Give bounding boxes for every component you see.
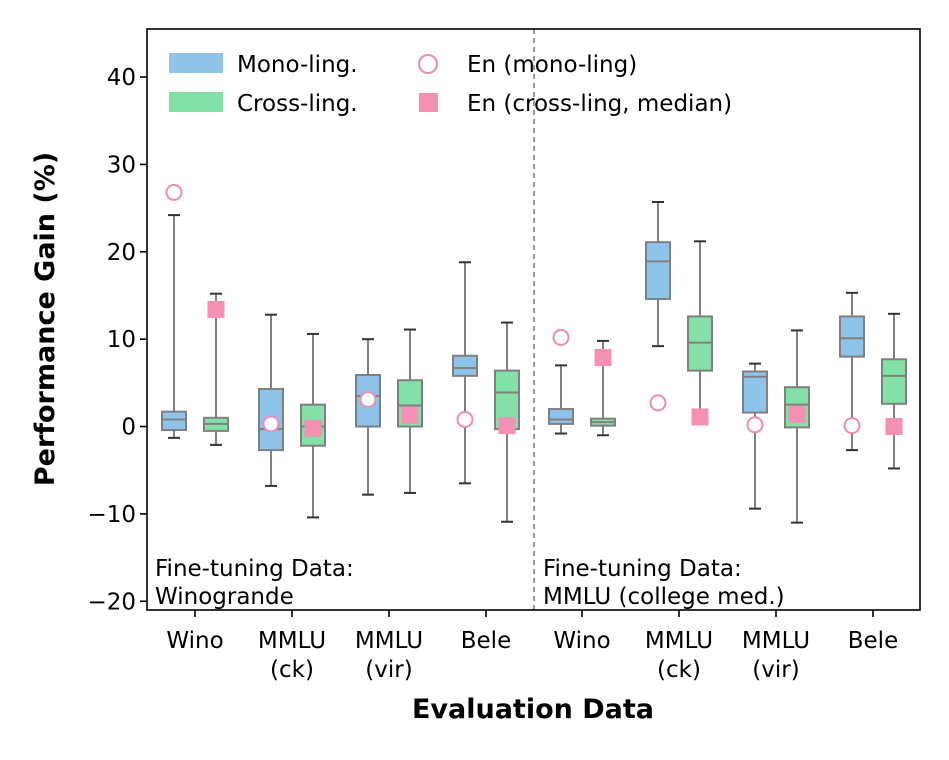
y-tick-label-3: 0: [121, 415, 136, 441]
y-tick-label-5: 20: [107, 240, 136, 266]
y-axis-title: Performance Gain (%): [30, 152, 61, 486]
box-mono-p2-4-body: [839, 315, 865, 358]
box-cross-p2-4: [881, 312, 907, 470]
y-axis: −20 −10 0 10 20 30 40: [87, 65, 147, 615]
marker-en-mono-p2-4: [843, 417, 861, 435]
panel-label-left: Fine-tuning Data: Winogrande: [155, 556, 354, 610]
x-tick-label-p1-3: MMLU: [355, 628, 423, 654]
x-tick-label-line2-p2-2: (ck): [657, 657, 701, 683]
x-tick-label-p1-1: Wino: [166, 628, 223, 654]
marker-en-mono-p1-1: [165, 183, 183, 201]
marker-en-mono-p2-3: [746, 416, 764, 434]
x-tick-label-p2-4: Bele: [848, 628, 898, 654]
box-mono-p2-1: [548, 364, 574, 435]
marker-en-mono-p1-2: [262, 415, 280, 433]
box-mono-p1-4-body: [452, 354, 478, 377]
panel-label-left-line2: Winogrande: [155, 584, 294, 610]
box-mono-p2-2-body: [645, 241, 671, 300]
chart-marks: [161, 29, 907, 610]
y-tick-label-2: −10: [87, 502, 136, 528]
x-axis: Wino MMLU (ck) MMLU (vir) Bele Wino MMLU (ck) MML…: [166, 610, 898, 683]
y-tick-label-7: 40: [107, 65, 136, 91]
box-mono-p2-2: [645, 200, 671, 348]
panel-label-left-line1: Fine-tuning Data:: [155, 556, 354, 582]
y-tick-label-6: 30: [107, 152, 136, 178]
x-tick-label-line2-p1-2: (ck): [270, 657, 314, 683]
x-tick-label-line2-p1-3: (vir): [365, 657, 412, 683]
marker-en-cross-p2-4: [885, 418, 903, 436]
x-tick-label-p2-1: Wino: [553, 628, 610, 654]
plot-frame: [146, 28, 921, 611]
marker-en-cross-p1-1: [207, 300, 225, 318]
box-mono-p2-4: [839, 291, 865, 452]
x-tick-label-p1-4: Bele: [461, 628, 511, 654]
marker-en-cross-p1-4: [498, 417, 516, 435]
panel-label-right-line1: Fine-tuning Data:: [543, 556, 742, 582]
legend-label-en-mono: En (mono-ling): [467, 52, 637, 78]
marker-en-mono-p2-2: [649, 394, 667, 412]
box-mono-p1-1-body: [161, 410, 187, 432]
legend-swatch-mono: [169, 53, 223, 73]
marker-en-cross-p2-1: [594, 349, 612, 367]
box-mono-p1-4: [452, 261, 478, 485]
box-mono-p1-2: [258, 313, 284, 487]
x-axis-title: Evaluation Data: [412, 694, 654, 725]
y-tick-label-4: 10: [107, 327, 136, 353]
x-tick-label-p1-2: MMLU: [258, 628, 326, 654]
panel-label-right-line2: MMLU (college med.): [543, 584, 785, 610]
marker-en-cross-p2-3: [788, 405, 806, 423]
marker-en-mono-p1-3: [359, 390, 377, 408]
legend-swatch-cross: [169, 92, 223, 112]
marker-en-mono-p1-4: [456, 411, 474, 429]
x-tick-label-p2-3: MMLU: [742, 628, 810, 654]
box-mono-p2-1-body: [548, 408, 574, 425]
box-mono-p2-3-body: [742, 370, 768, 414]
legend-marker-en-mono: [418, 54, 438, 74]
legend-label-cross: Cross-ling.: [237, 91, 358, 117]
panel-label-right: Fine-tuning Data: MMLU (college med.): [543, 556, 785, 610]
legend-label-en-cross: En (cross-ling, median): [467, 91, 732, 117]
marker-en-cross-p2-2: [691, 408, 709, 426]
marker-en-cross-p1-3: [401, 406, 419, 424]
legend-label-mono: Mono-ling.: [237, 52, 358, 78]
x-tick-label-p2-2: MMLU: [645, 628, 713, 654]
legend-marker-en-cross: [419, 93, 438, 112]
box-mono-p2-3: [742, 362, 768, 510]
marker-en-mono-p2-1: [552, 328, 570, 346]
box-cross-p2-4-body: [881, 358, 907, 405]
marker-en-cross-p1-2: [304, 419, 322, 437]
box-mono-p1-1: [161, 214, 187, 439]
y-tick-label-1: −20: [87, 589, 136, 615]
legend: Mono-ling. Cross-ling. En (mono-ling) En…: [169, 52, 732, 117]
x-tick-label-line2-p2-3: (vir): [752, 657, 799, 683]
